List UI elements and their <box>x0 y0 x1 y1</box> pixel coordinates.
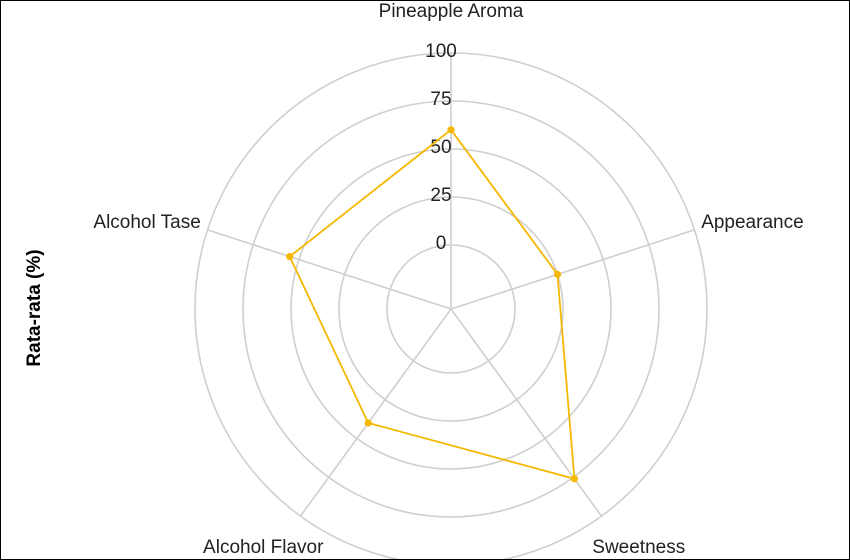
category-label: Sweetness <box>592 537 685 558</box>
tick-label: 50 <box>430 137 451 158</box>
data-point-4 <box>286 252 294 261</box>
tick-label: 75 <box>430 89 451 110</box>
data-point-1 <box>553 270 562 278</box>
series-layer <box>286 126 578 483</box>
spoke-3 <box>299 308 452 517</box>
y-axis-label: Rata-rata (%) <box>24 249 45 366</box>
data-point-3 <box>364 419 372 427</box>
category-layer: Pineapple Aroma Appearance Sweetness Alcoho… <box>93 1 803 558</box>
spoke-4 <box>207 229 452 310</box>
category-label: Alcohol Flavor <box>203 537 324 558</box>
category-label: Appearance <box>701 212 803 233</box>
tick-label: 25 <box>430 185 451 206</box>
tick-label: 0 <box>436 233 447 254</box>
data-point-0 <box>447 126 455 134</box>
category-label: Pineapple Aroma <box>379 1 524 22</box>
data-point-2 <box>570 475 578 483</box>
spoke-1 <box>450 229 695 310</box>
spoke-2 <box>450 308 603 517</box>
series-line-0 <box>288 128 576 481</box>
category-label: Alcohol Tase <box>93 212 200 233</box>
grid-layer <box>194 52 708 559</box>
tick-label: 100 <box>425 41 457 62</box>
